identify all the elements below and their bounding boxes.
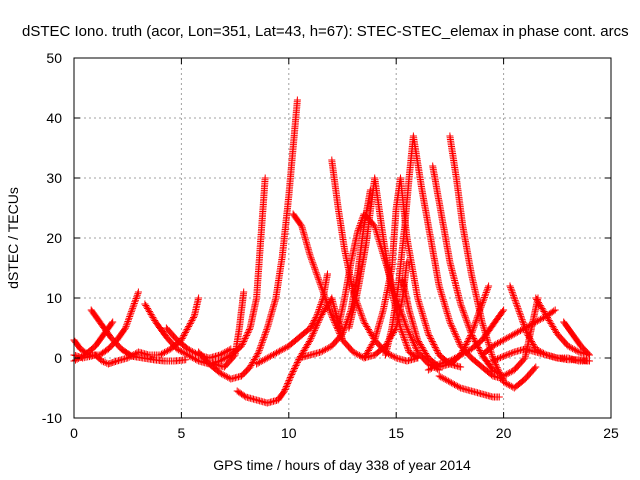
- data-point-markers: [560, 318, 593, 359]
- axis-ticks: 0 5 10 15 20 25 -10 0 10 20 30 40 50: [42, 50, 619, 441]
- x-tick-label: 15: [388, 425, 404, 441]
- data-point-markers: [195, 96, 301, 383]
- y-axis-label: dSTEC / TECUs: [5, 187, 21, 289]
- series-arc-8: [210, 288, 248, 371]
- x-tick-label: 0: [70, 425, 78, 441]
- series-arc-1: [70, 288, 142, 359]
- x-tick-label: 20: [496, 425, 512, 441]
- y-tick-label: 0: [54, 350, 62, 366]
- x-tick-label: 25: [603, 425, 619, 441]
- data-point-markers: [435, 372, 503, 401]
- data-point-markers: [70, 288, 142, 359]
- series-arc-27: [489, 345, 593, 365]
- data-point-markers: [424, 306, 508, 374]
- data-point-markers: [429, 162, 542, 380]
- data-point-markers: [87, 306, 190, 365]
- series-arc-24: [532, 294, 593, 359]
- data-point-markers: [345, 174, 422, 362]
- series-arc-4: [87, 306, 190, 365]
- series-arc-25: [478, 306, 559, 359]
- data-marks: [70, 96, 593, 407]
- y-tick-label: 40: [46, 110, 62, 126]
- series-arc-15: [345, 174, 422, 362]
- series-arc-26: [560, 318, 593, 359]
- series-arc-21: [424, 306, 508, 374]
- series-arc-13: [296, 186, 374, 362]
- y-tick-label: 50: [46, 50, 62, 66]
- x-tick-label: 5: [178, 425, 186, 441]
- data-point-markers: [233, 294, 346, 407]
- data-point-markers: [141, 174, 269, 368]
- y-tick-label: 30: [46, 170, 62, 186]
- x-tick-label: 10: [281, 425, 297, 441]
- chart-title: dSTEC Iono. truth (acor, Lon=351, Lat=43…: [22, 23, 629, 40]
- y-tick-label: -10: [42, 410, 62, 426]
- data-point-markers: [296, 186, 374, 362]
- series-arc-22: [435, 372, 503, 401]
- data-point-markers: [489, 345, 593, 365]
- data-point-markers: [478, 306, 559, 359]
- series-arc-19: [429, 162, 542, 380]
- data-point-markers: [532, 294, 593, 359]
- series-arc-7: [195, 96, 301, 383]
- y-tick-label: 10: [46, 290, 62, 306]
- y-tick-label: 20: [46, 230, 62, 246]
- data-point-markers: [210, 288, 248, 371]
- x-axis-label: GPS time / hours of day 338 of year 2014: [213, 457, 471, 473]
- series-arc-9: [233, 294, 346, 407]
- series-arc-5: [141, 174, 269, 368]
